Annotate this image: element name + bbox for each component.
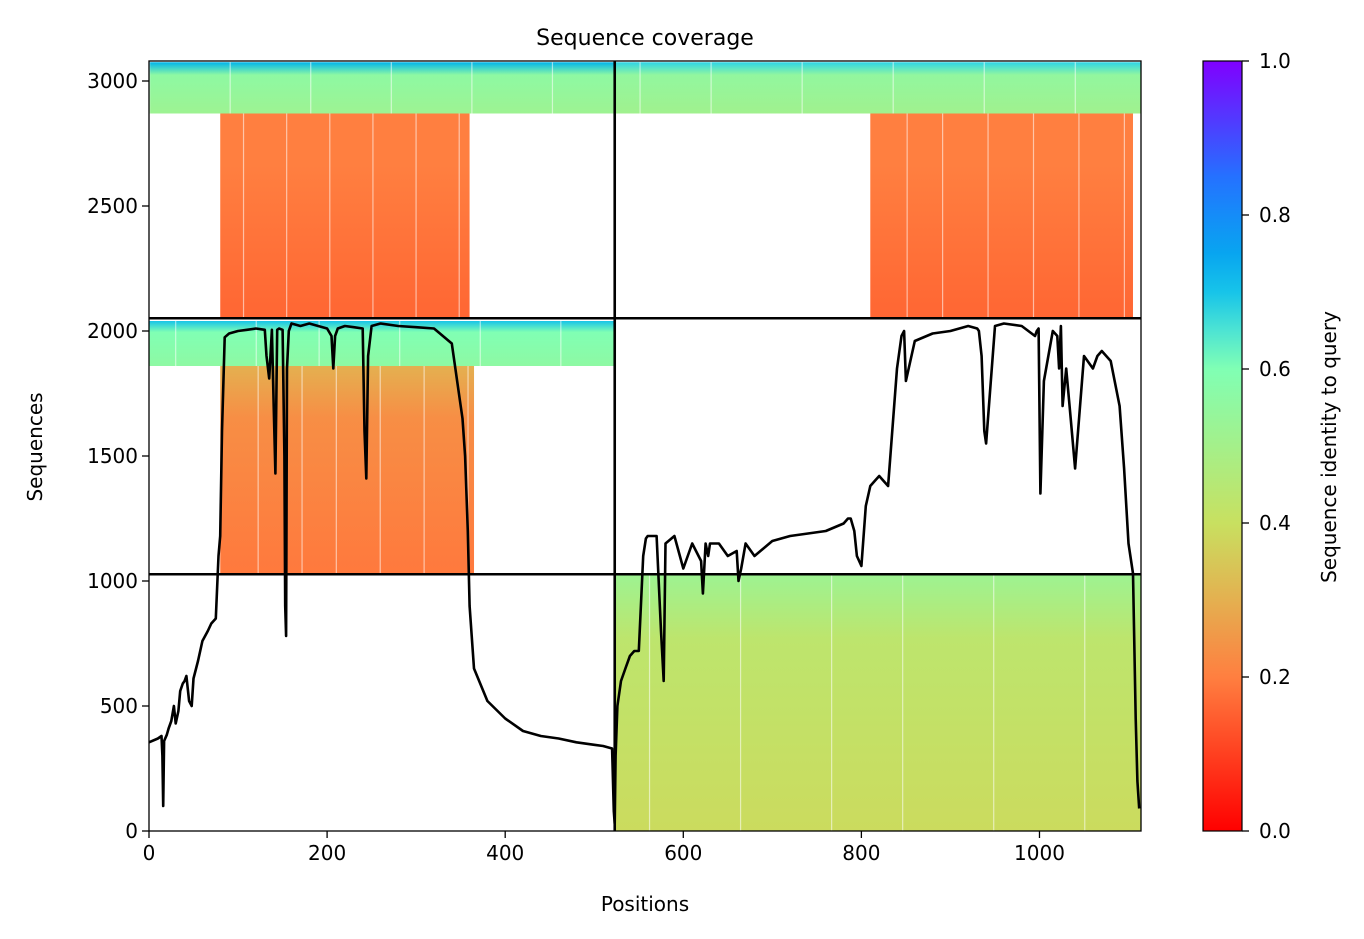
gap-streak [390, 62, 392, 114]
gap-streak [551, 62, 554, 114]
coverage-block-1 [149, 62, 615, 114]
x-tick-label: 1000 [1014, 841, 1065, 865]
gap-streak [229, 62, 231, 114]
gap-streak [942, 113, 944, 319]
gap-streak [993, 574, 995, 831]
gap-streak [242, 113, 245, 319]
colorbar-label: Sequence identity to query [1317, 311, 1341, 583]
y-axis-label: Sequences [23, 392, 47, 501]
coverage-block-6 [220, 366, 475, 574]
gap-streak [301, 366, 303, 574]
gap-streak [372, 113, 374, 319]
colorbar-tick-label: 0.4 [1259, 511, 1291, 535]
gap-streak [710, 62, 712, 114]
gap-streak [902, 574, 904, 831]
x-tick-label: 600 [664, 841, 702, 865]
gap-streak [257, 366, 259, 574]
gap-streak [415, 113, 417, 319]
gap-streak [1123, 113, 1125, 319]
gap-streak [255, 321, 257, 366]
coverage-block-2 [220, 113, 470, 319]
gap-streak [739, 574, 742, 831]
gap-streak [423, 366, 425, 574]
chart-title: Sequence coverage [536, 26, 754, 51]
coverage-block-7 [614, 574, 1141, 831]
gap-streak [560, 321, 562, 366]
gap-streak [175, 321, 177, 366]
gap-streak [801, 62, 803, 114]
coverage-line [148, 322, 1141, 825]
y-tick-label: 1000 [87, 569, 138, 593]
x-tick-label: 800 [842, 841, 880, 865]
x-axis-ticks: 0 200 400 600 800 1000 [143, 831, 1065, 865]
gap-streak [831, 574, 833, 831]
plot-frame [148, 60, 1142, 832]
y-tick-label: 2500 [87, 194, 138, 218]
gap-streak [983, 62, 985, 114]
y-tick-label: 1500 [87, 444, 138, 468]
colorbar [1202, 60, 1243, 832]
gap-streak [1032, 113, 1035, 319]
gap-streak [639, 62, 641, 114]
gap-streak [318, 321, 320, 366]
colorbar-tick-label: 1.0 [1259, 49, 1291, 73]
gap-streak [399, 321, 401, 366]
coverage-block-3 [614, 62, 1141, 114]
gap-streak [467, 366, 469, 574]
y-tick-label: 3000 [87, 69, 138, 93]
y-axis-ticks: 0 500 1000 1500 2000 2500 3000 [87, 69, 149, 843]
coverage-block-4 [870, 113, 1133, 319]
y-tick-label: 500 [100, 694, 138, 718]
colorbar-tick-label: 0.0 [1259, 819, 1291, 843]
gap-streak [310, 62, 312, 114]
colorbar-tick-label: 0.8 [1259, 203, 1291, 227]
coverage-block-5 [149, 321, 615, 366]
x-tick-label: 0 [143, 841, 156, 865]
gap-streak [329, 113, 331, 319]
x-tick-label: 200 [308, 841, 346, 865]
gap-streak [1084, 574, 1086, 831]
x-tick-label: 400 [486, 841, 524, 865]
colorbar-ticks: 0.0 0.2 0.4 0.6 0.8 1.0 [1242, 49, 1291, 843]
colorbar-tick-label: 0.2 [1259, 665, 1291, 689]
chain-break-lines [149, 61, 1141, 831]
gap-streak [471, 62, 473, 114]
y-tick-label: 2000 [87, 319, 138, 343]
gap-streak [379, 366, 381, 574]
y-tick-label: 0 [125, 819, 138, 843]
gap-streak [335, 366, 337, 574]
coverage-heatmap [149, 62, 1141, 831]
gap-streak [987, 113, 989, 319]
gap-streak [458, 113, 460, 319]
gap-streak [479, 321, 481, 366]
gap-streak [1074, 62, 1076, 114]
gap-streak [892, 62, 894, 114]
gap-streak [286, 113, 288, 319]
colorbar-tick-label: 0.6 [1259, 357, 1291, 381]
gap-streak [648, 574, 651, 831]
gap-streak [1078, 113, 1080, 319]
x-axis-label: Positions [601, 892, 689, 916]
gap-streak [906, 113, 908, 319]
